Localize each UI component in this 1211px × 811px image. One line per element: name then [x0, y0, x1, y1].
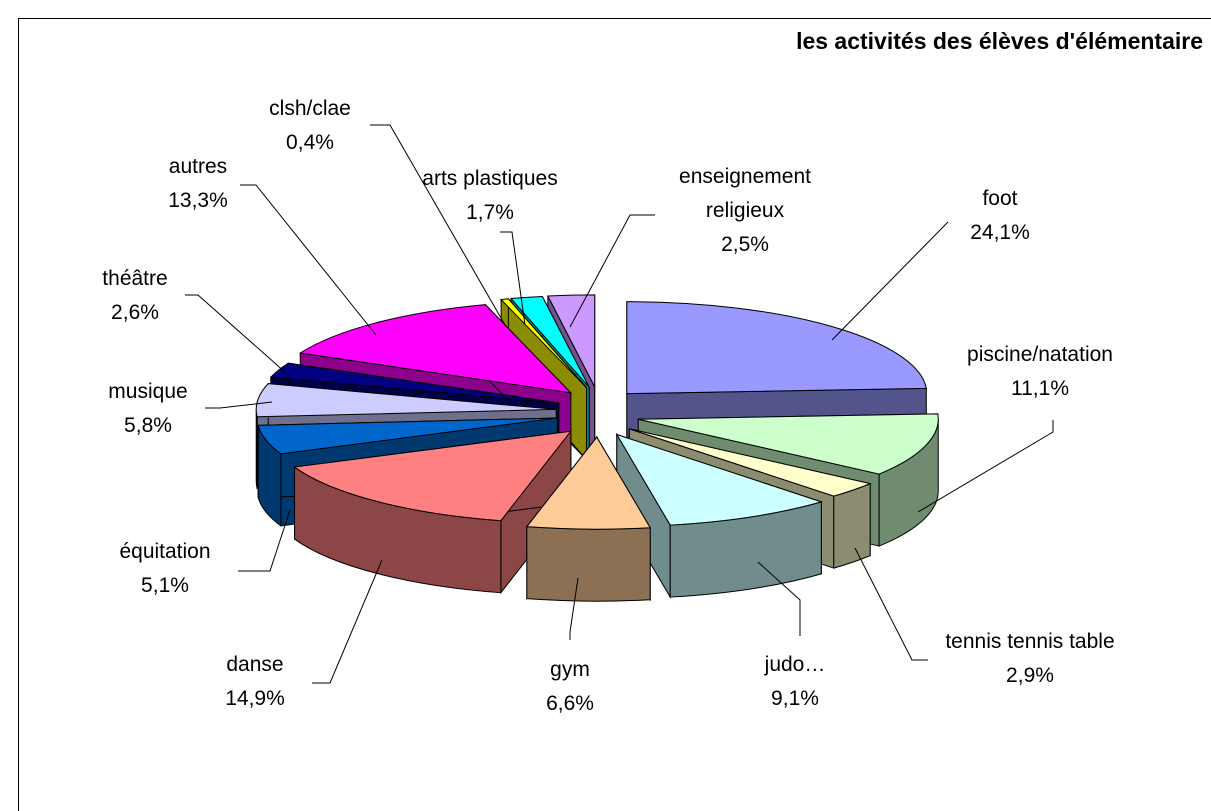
leader-line [854, 547, 928, 661]
leader-line [831, 221, 949, 341]
slice-top [269, 362, 559, 404]
data-label: foot 24,1% [970, 182, 1030, 250]
value-label: 1,7% [466, 201, 514, 224]
data-label: tennis tennis table 2,9% [945, 625, 1114, 693]
slice [525, 435, 652, 602]
category-label: arts plastiques [422, 167, 558, 190]
slice-top [510, 295, 590, 388]
slice-outer-wall [526, 526, 651, 602]
slice [615, 432, 824, 599]
category-label: tennis tennis table [945, 630, 1115, 653]
slice-outer-wall [255, 409, 258, 489]
data-label: piscine/natation 11,1% [967, 338, 1113, 406]
value-label: 2,6% [111, 301, 159, 324]
slice-outer-wall [833, 482, 871, 569]
data-label: danse 14,9% [225, 648, 285, 716]
slice-top [638, 413, 939, 475]
data-label: gym 6,6% [546, 653, 594, 721]
data-label: équitation 5,1% [119, 535, 210, 603]
category-label: théâtre [102, 267, 168, 290]
category-label: musique [108, 380, 188, 403]
category-label: autres [168, 155, 228, 178]
slice-top [626, 301, 927, 395]
chart-border [18, 18, 1211, 811]
slice-top [525, 436, 652, 530]
category-label: enseignement religieux [679, 165, 811, 222]
value-label: 5,8% [124, 414, 172, 437]
leader-line [500, 231, 526, 326]
leader-line [370, 124, 506, 326]
slice-top [629, 428, 872, 497]
leader-line [312, 559, 383, 684]
category-label: clsh/clae [269, 97, 351, 120]
data-label: théâtre 2,6% [102, 262, 167, 330]
value-label: 5,1% [141, 574, 189, 597]
slice-top [547, 294, 596, 388]
slice-top [255, 383, 557, 418]
category-label: judo… [764, 653, 826, 676]
value-label: 2,5% [721, 233, 769, 256]
slice-top [615, 433, 824, 526]
category-label: foot [982, 187, 1018, 210]
data-label: judo… 9,1% [765, 648, 826, 716]
category-label: piscine/natation [967, 343, 1113, 366]
value-label: 2,9% [1006, 664, 1054, 687]
data-label: arts plastiques 1,7% [422, 162, 557, 230]
data-label: clsh/clae 0,4% [269, 92, 351, 160]
leader-line [238, 509, 291, 572]
slice-top [257, 417, 558, 455]
value-label: 6,6% [546, 692, 594, 715]
data-label: musique 5,8% [108, 375, 187, 443]
leader-line [569, 577, 579, 640]
leader-line [917, 420, 1054, 513]
leader-line [185, 294, 287, 374]
value-label: 14,9% [225, 687, 285, 710]
slice [293, 429, 572, 595]
category-label: équitation [119, 540, 211, 563]
leader-line [240, 184, 377, 336]
leader-line [205, 401, 273, 409]
slice-top [500, 298, 587, 389]
data-label: autres 13,3% [168, 150, 228, 218]
category-label: gym [550, 658, 590, 681]
value-label: 11,1% [1011, 377, 1069, 400]
slice-top [298, 304, 573, 394]
slice-top [293, 430, 572, 522]
value-label: 24,1% [970, 221, 1030, 244]
chart-title: les activités des élèves d'élémentaire [796, 28, 1203, 54]
value-label: 13,3% [168, 189, 228, 212]
data-label: enseignement religieux 2,5% [655, 160, 835, 262]
value-label: 9,1% [771, 687, 819, 710]
leader-line [757, 561, 801, 636]
value-label: 0,4% [286, 131, 334, 154]
leader-line [569, 214, 655, 328]
category-label: danse [226, 653, 284, 676]
